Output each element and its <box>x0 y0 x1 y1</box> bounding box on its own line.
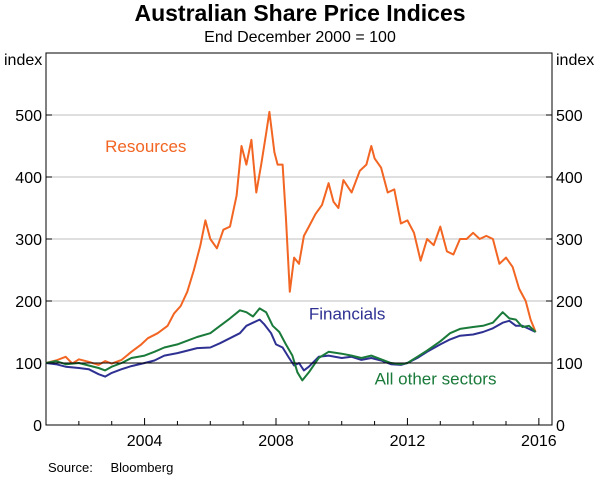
series-label-other: All other sectors <box>375 370 497 389</box>
chart-subtitle: End December 2000 = 100 <box>204 29 396 46</box>
y-tick-label-right: 0 <box>556 418 565 435</box>
series-line-resources <box>45 110 537 366</box>
y-tick-label-right: 100 <box>556 356 583 373</box>
source-label: Source: <box>48 460 93 475</box>
series-line-other <box>45 307 537 382</box>
series-label-financials: Financials <box>309 305 386 324</box>
x-tick-label: 2012 <box>390 433 426 450</box>
y-tick-label-right: 200 <box>556 294 583 311</box>
series-group <box>45 110 537 382</box>
y-tick-label-left: 100 <box>15 356 42 373</box>
series-labels: Resources Financials All other sectors <box>105 137 496 389</box>
source-note: Source: Bloomberg <box>48 460 173 475</box>
x-tick-label: 2016 <box>521 433 557 450</box>
x-tick-label: 2004 <box>127 433 163 450</box>
source-value: Bloomberg <box>110 460 174 475</box>
y-tick-label-left: 200 <box>15 294 42 311</box>
y-tick-label-left: 0 <box>33 418 42 435</box>
x-tick-label: 2008 <box>258 433 294 450</box>
axis-group: 0 0 100 100 200 200 300 300 400 400 500 500 2004 2008… <box>15 108 583 450</box>
chart-title: Australian Share Price Indices <box>134 0 466 26</box>
y-tick-label-left: 400 <box>15 170 42 187</box>
series-label-resources: Resources <box>105 137 186 156</box>
y-tick-label-right: 400 <box>556 170 583 187</box>
y-tick-label-left: 300 <box>15 232 42 249</box>
left-axis-unit: index <box>4 52 43 69</box>
y-tick-label-right: 500 <box>556 108 583 125</box>
series-line-financials <box>45 318 537 378</box>
y-tick-label-right: 300 <box>556 232 583 249</box>
right-axis-unit: index <box>556 52 595 69</box>
y-tick-label-left: 500 <box>15 108 42 125</box>
